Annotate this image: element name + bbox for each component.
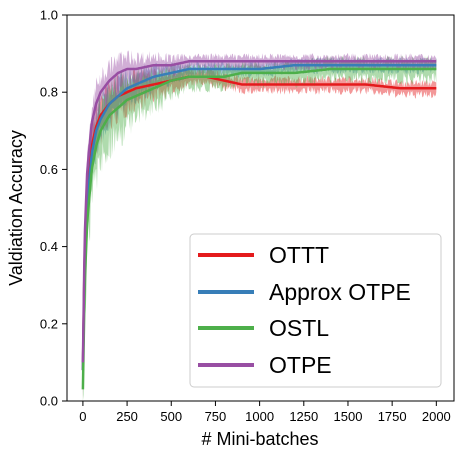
y-axis-ticks: 0.0 0.2 0.4 0.6 0.8 1.0 <box>40 8 67 409</box>
series-lines <box>81 60 437 390</box>
x-tick-label: 1000 <box>245 409 274 424</box>
series-band-ottt <box>82 68 437 401</box>
legend-label: Approx OTPE <box>269 279 411 305</box>
x-tick-label: 1750 <box>378 409 407 424</box>
series-band-approx-otpe <box>82 57 437 397</box>
x-tick-label: 1250 <box>289 409 318 424</box>
x-tick-label: 750 <box>205 409 227 424</box>
y-tick-label: 0.8 <box>40 85 58 100</box>
legend-label: OSTL <box>269 315 329 341</box>
legend: OTTT Approx OTPE OSTL OTPE <box>189 233 442 388</box>
legend-label: OTTT <box>269 242 329 268</box>
series-line-ostl <box>81 67 437 390</box>
series-line-otpe <box>81 60 437 363</box>
legend-label: OTPE <box>269 352 332 378</box>
x-axis-ticks: 0 250 500 750 1000 1250 1500 1750 2000 <box>79 401 451 424</box>
y-tick-label: 0.6 <box>40 162 58 177</box>
series-band-otpe <box>82 50 437 388</box>
series-line-approx-otpe <box>81 63 437 371</box>
y-tick-label: 0.4 <box>40 239 58 254</box>
noise-bands <box>82 50 437 401</box>
x-tick-label: 1500 <box>334 409 363 424</box>
y-tick-label: 0.0 <box>40 394 58 409</box>
x-tick-label: 500 <box>160 409 182 424</box>
plot-frame <box>66 14 455 402</box>
x-tick-label: 0 <box>79 409 86 424</box>
x-axis-label: # Mini-batches <box>201 429 318 449</box>
x-tick-label: 250 <box>116 409 138 424</box>
series-line-ottt <box>81 75 437 371</box>
y-tick-label: 0.2 <box>40 316 58 331</box>
y-axis-label: Valdiation Accuracy <box>6 130 26 286</box>
y-tick-label: 1.0 <box>40 8 58 23</box>
legend-box <box>189 233 442 388</box>
x-tick-label: 2000 <box>422 409 451 424</box>
